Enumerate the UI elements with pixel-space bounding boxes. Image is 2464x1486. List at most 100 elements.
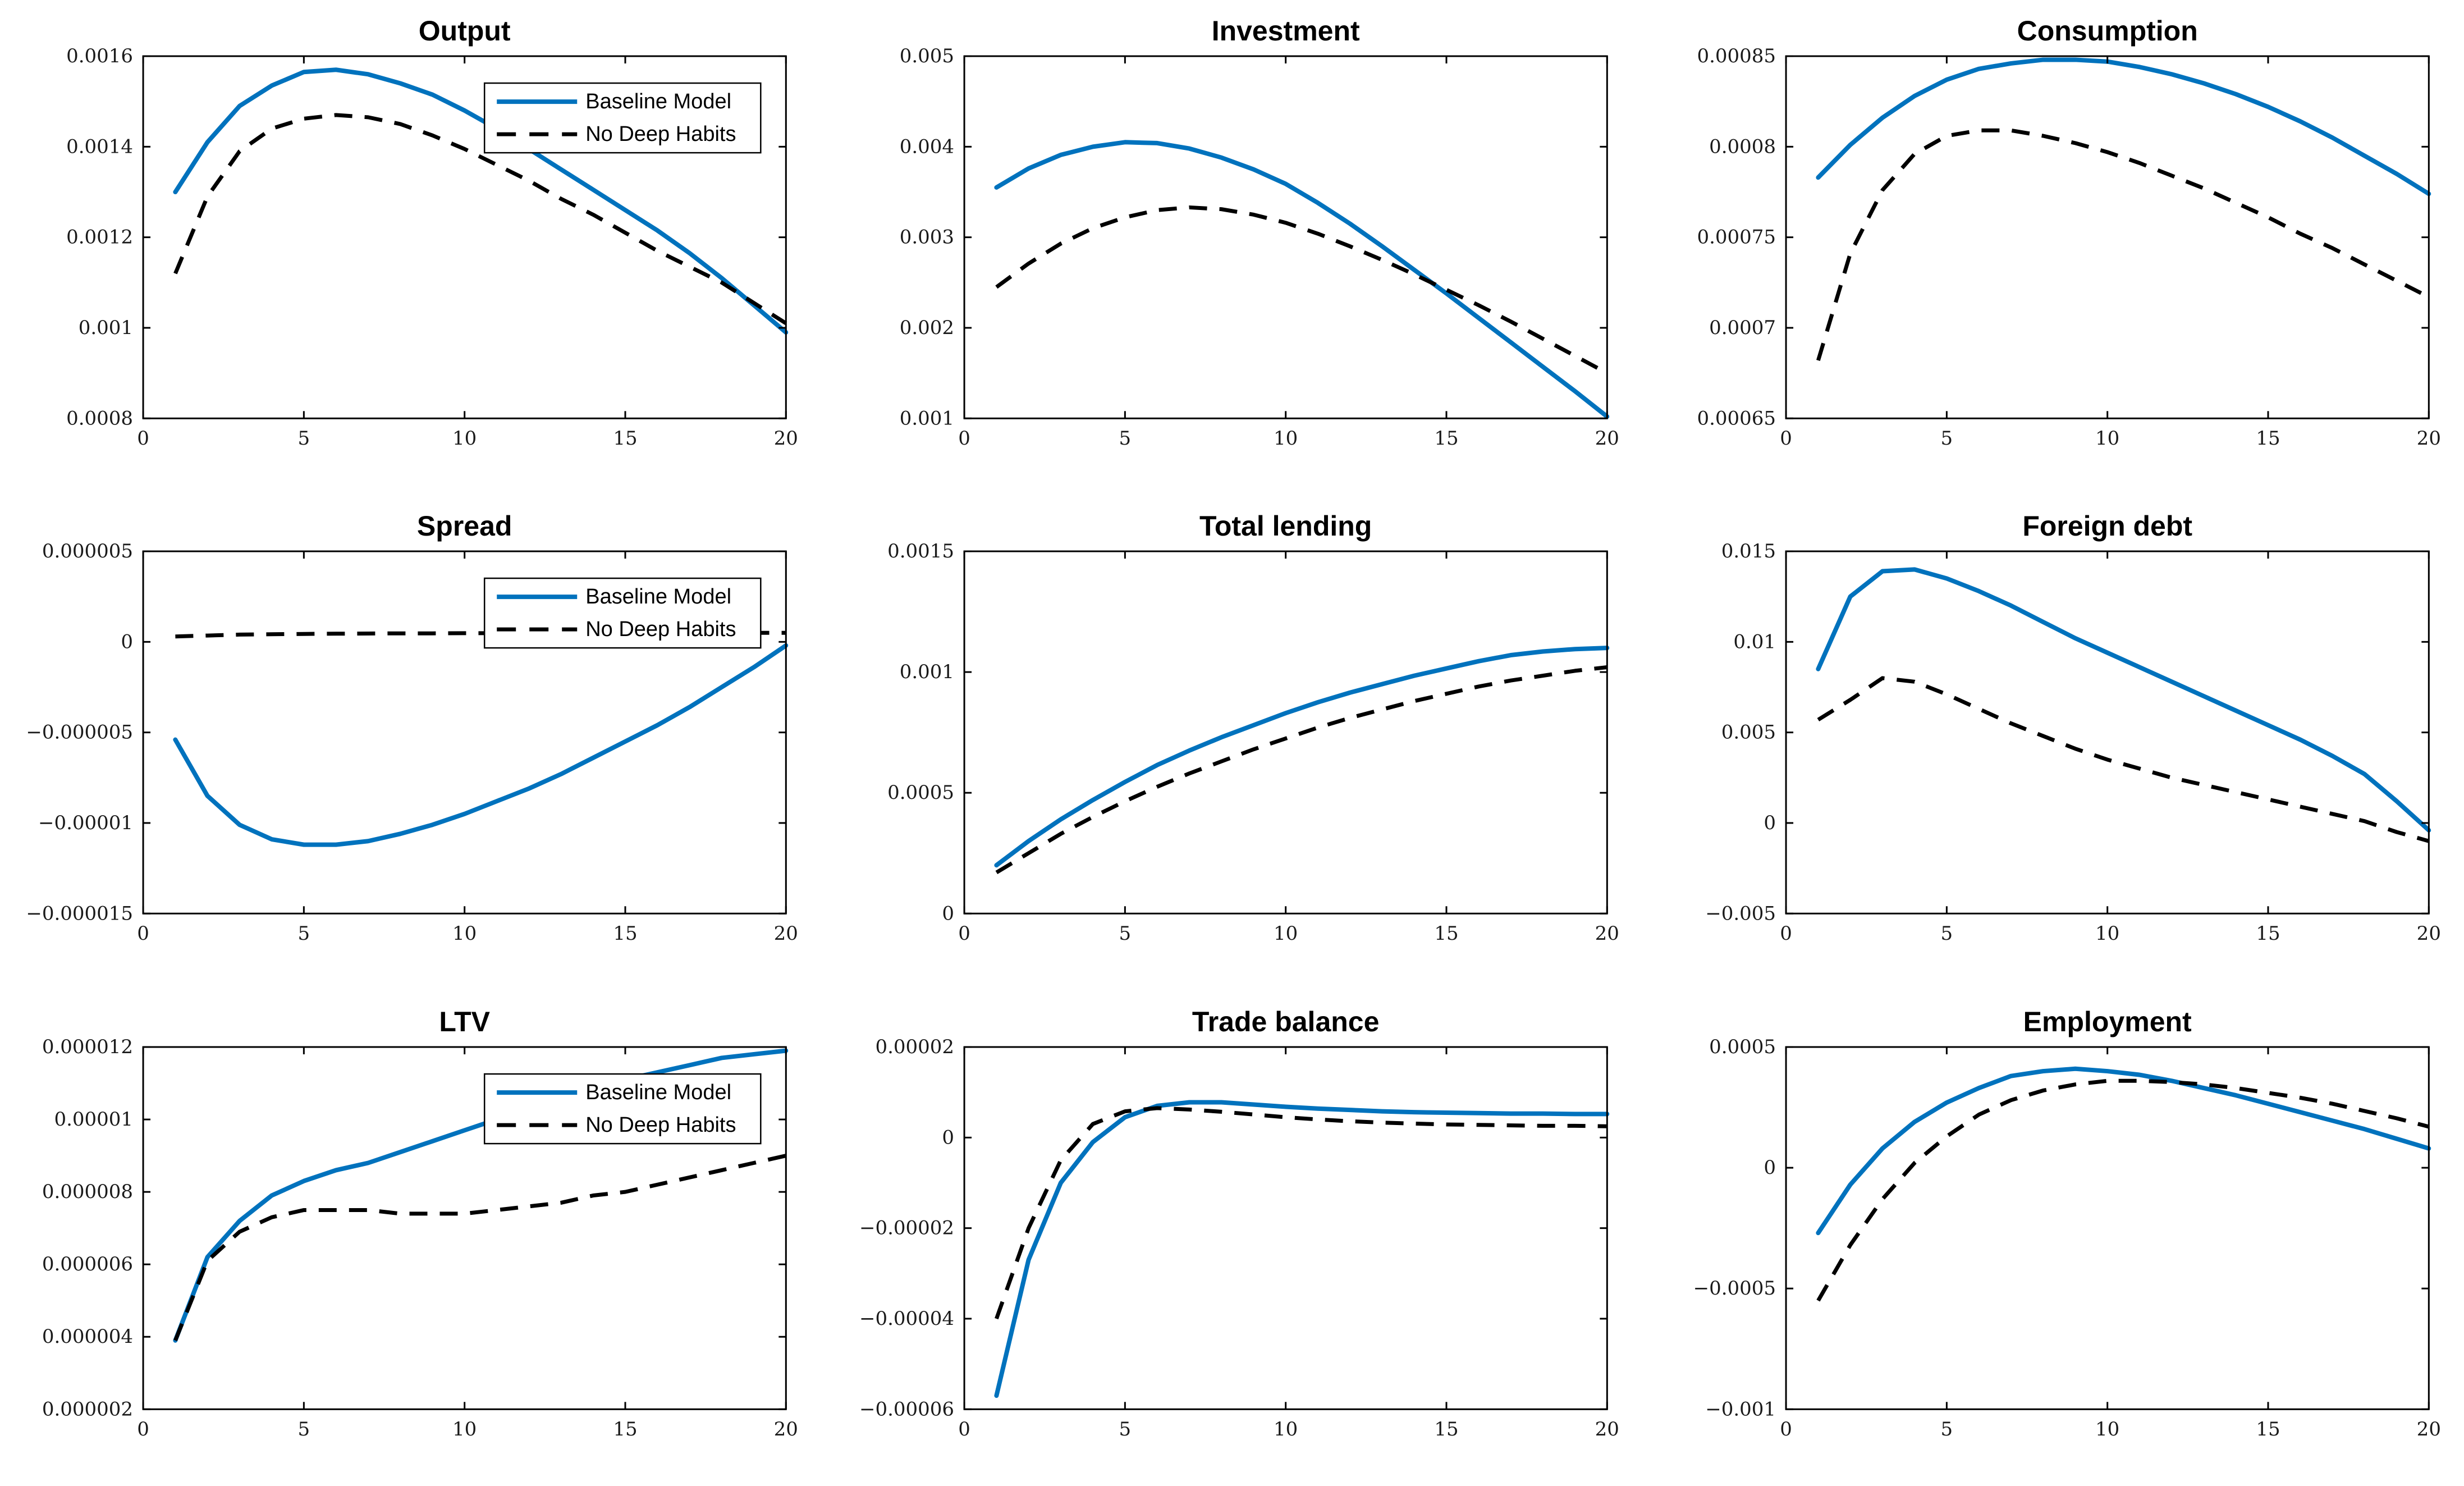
x-tick-label: 5 <box>298 922 310 945</box>
x-tick-label: 20 <box>2416 1418 2440 1441</box>
x-tick-label: 5 <box>1119 1418 1132 1441</box>
x-tick-label: 20 <box>1595 922 1619 945</box>
x-tick-label: 10 <box>1274 427 1298 450</box>
series-baseline-model-line <box>994 646 1610 868</box>
x-tick-label: 5 <box>1119 922 1132 945</box>
y-tick-label: 0.000006 <box>42 1253 133 1275</box>
x-tick-label: 0 <box>1780 1418 1792 1441</box>
series-baseline-model-line <box>173 1048 789 1343</box>
x-tick-label: 20 <box>1595 1418 1619 1441</box>
plot-canvas-total-lending: 0 5 10 15 20 0 0.0005 0.001 0.0015 Total lending <box>887 510 1619 945</box>
x-tick-label: 5 <box>1940 427 1953 450</box>
axes-box <box>1785 55 2430 419</box>
series-no-deep-habits-line <box>995 1106 1607 1319</box>
y-tick-label: 0.000004 <box>42 1325 133 1348</box>
y-tick-label: 0.01 <box>1733 631 1776 653</box>
plot-title: LTV <box>439 1006 490 1037</box>
legend-entry-label: Baseline Model <box>585 90 731 113</box>
axes-box <box>1785 550 2430 915</box>
y-tick-label: 0.0014 <box>66 135 133 158</box>
x-tick-label: 0 <box>137 922 149 945</box>
legend-frame <box>483 82 762 154</box>
subplot-output: 0 5 10 15 20 0.0008 0.001 0.0012 0.0014 0.0016 Out… <box>0 0 821 495</box>
y-tick-label: −0.000015 <box>26 903 133 925</box>
y-tick-label: 0.001 <box>900 661 954 683</box>
y-tick-label: 0.000002 <box>42 1398 133 1420</box>
x-tick-label: 10 <box>2095 922 2119 945</box>
plot-title: Trade balance <box>1192 1006 1379 1037</box>
legend-box: Baseline Model No Deep Habits <box>483 1073 762 1145</box>
subplot-consumption: 0 5 10 15 20 0.00065 0.0007 0.00075 0.0008 0.0008… <box>1643 0 2464 495</box>
subplot-employment: 0 5 10 15 20 −0.001 −0.0005 0 0.0005 Employment <box>1643 991 2464 1486</box>
series-no-deep-habits-line <box>173 1153 787 1341</box>
y-tick-label: −0.00006 <box>859 1398 954 1420</box>
x-tick-label: 20 <box>2416 427 2440 450</box>
y-tick-label: 0.0005 <box>887 782 954 804</box>
legend-entry-label: Baseline Model <box>585 1081 731 1104</box>
x-tick-label: 15 <box>613 1418 637 1441</box>
x-tick-label: 0 <box>959 427 971 450</box>
plot-title: Consumption <box>2017 15 2197 47</box>
x-tick-label: 0 <box>1780 922 1792 945</box>
x-tick-label: 10 <box>452 427 477 450</box>
y-tick-label: −0.0005 <box>1693 1277 1775 1300</box>
axes-box <box>963 550 1609 915</box>
legend-box: Baseline Model No Deep Habits <box>483 578 762 649</box>
y-tick-label: 0.0016 <box>66 45 133 67</box>
plot-title: Spread <box>417 510 512 542</box>
y-tick-label: 0.00002 <box>876 1036 955 1058</box>
y-tick-label: 0.005 <box>900 45 954 67</box>
x-tick-label: 10 <box>1274 922 1298 945</box>
series-no-deep-habits-line <box>1816 1078 2429 1302</box>
plot-canvas-investment: 0 5 10 15 20 0.001 0.002 0.003 0.004 0.005 Investm… <box>900 15 1619 450</box>
x-tick-label: 15 <box>613 427 637 450</box>
series-baseline-model-line <box>994 140 1610 419</box>
y-tick-label: 0.000012 <box>42 1036 133 1058</box>
y-tick-label: 0.000008 <box>42 1181 133 1203</box>
series-baseline-model-line <box>1816 57 2431 196</box>
y-tick-label: 0.00001 <box>54 1108 133 1131</box>
y-tick-label: −0.00001 <box>38 812 133 834</box>
plot-title: Total lending <box>1199 510 1372 542</box>
series-no-deep-habits-line <box>995 665 1608 875</box>
y-tick-label: 0.00085 <box>1697 45 1776 67</box>
series-baseline-model-line <box>994 1100 1610 1398</box>
legend-entry-label: No Deep Habits <box>585 618 736 641</box>
legend-entry-label: No Deep Habits <box>585 1113 736 1137</box>
plot-canvas-consumption: 0 5 10 15 20 0.00065 0.0007 0.00075 0.0008 0.0008… <box>1697 15 2441 450</box>
x-tick-label: 10 <box>452 1418 477 1441</box>
x-tick-label: 15 <box>1435 922 1459 945</box>
y-tick-label: −0.00002 <box>859 1217 954 1239</box>
x-tick-label: 10 <box>2095 427 2119 450</box>
x-tick-label: 0 <box>959 1418 971 1441</box>
plot-canvas-output: 0 5 10 15 20 0.0008 0.001 0.0012 0.0014 0.0016 Out… <box>66 15 798 450</box>
x-tick-label: 15 <box>1435 427 1459 450</box>
y-tick-label: 0.0008 <box>66 407 133 429</box>
subplot-ltv: 0 5 10 15 20 0.000002 0.000004 0.000006 0.000008… <box>0 991 821 1486</box>
legend-frame <box>483 1073 762 1145</box>
y-tick-label: −0.000005 <box>26 721 133 744</box>
series-baseline-model-line <box>173 643 789 847</box>
y-tick-label: 0.00075 <box>1697 226 1776 249</box>
axes-box <box>1785 1046 2430 1410</box>
x-tick-label: 20 <box>1595 427 1619 450</box>
x-tick-label: 5 <box>298 1418 310 1441</box>
x-tick-label: 20 <box>774 427 798 450</box>
subplot-investment: 0 5 10 15 20 0.001 0.002 0.003 0.004 0.005 Investm… <box>821 0 1642 495</box>
plot-title: Employment <box>2023 1006 2191 1037</box>
y-tick-label: 0.000005 <box>42 540 133 563</box>
legend-frame <box>483 578 762 649</box>
series-no-deep-habits-line <box>1816 128 2430 362</box>
subplot-spread: 0 5 10 15 20 −0.000015 −0.00001 −0.000005 0 0.000… <box>0 495 821 990</box>
series-no-deep-habits-line <box>1817 676 2429 843</box>
x-tick-label: 10 <box>452 922 477 945</box>
x-tick-label: 0 <box>1780 427 1792 450</box>
y-tick-label: 0 <box>1764 812 1776 834</box>
series-baseline-model-line <box>1816 567 2431 833</box>
plot-canvas-trade-balance: 0 5 10 15 20 −0.00006 −0.00004 −0.00002 0 0.00002… <box>859 1006 1619 1441</box>
x-tick-label: 15 <box>2256 427 2280 450</box>
y-tick-label: 0 <box>942 1126 955 1149</box>
legend-entry-label: No Deep Habits <box>585 122 736 146</box>
